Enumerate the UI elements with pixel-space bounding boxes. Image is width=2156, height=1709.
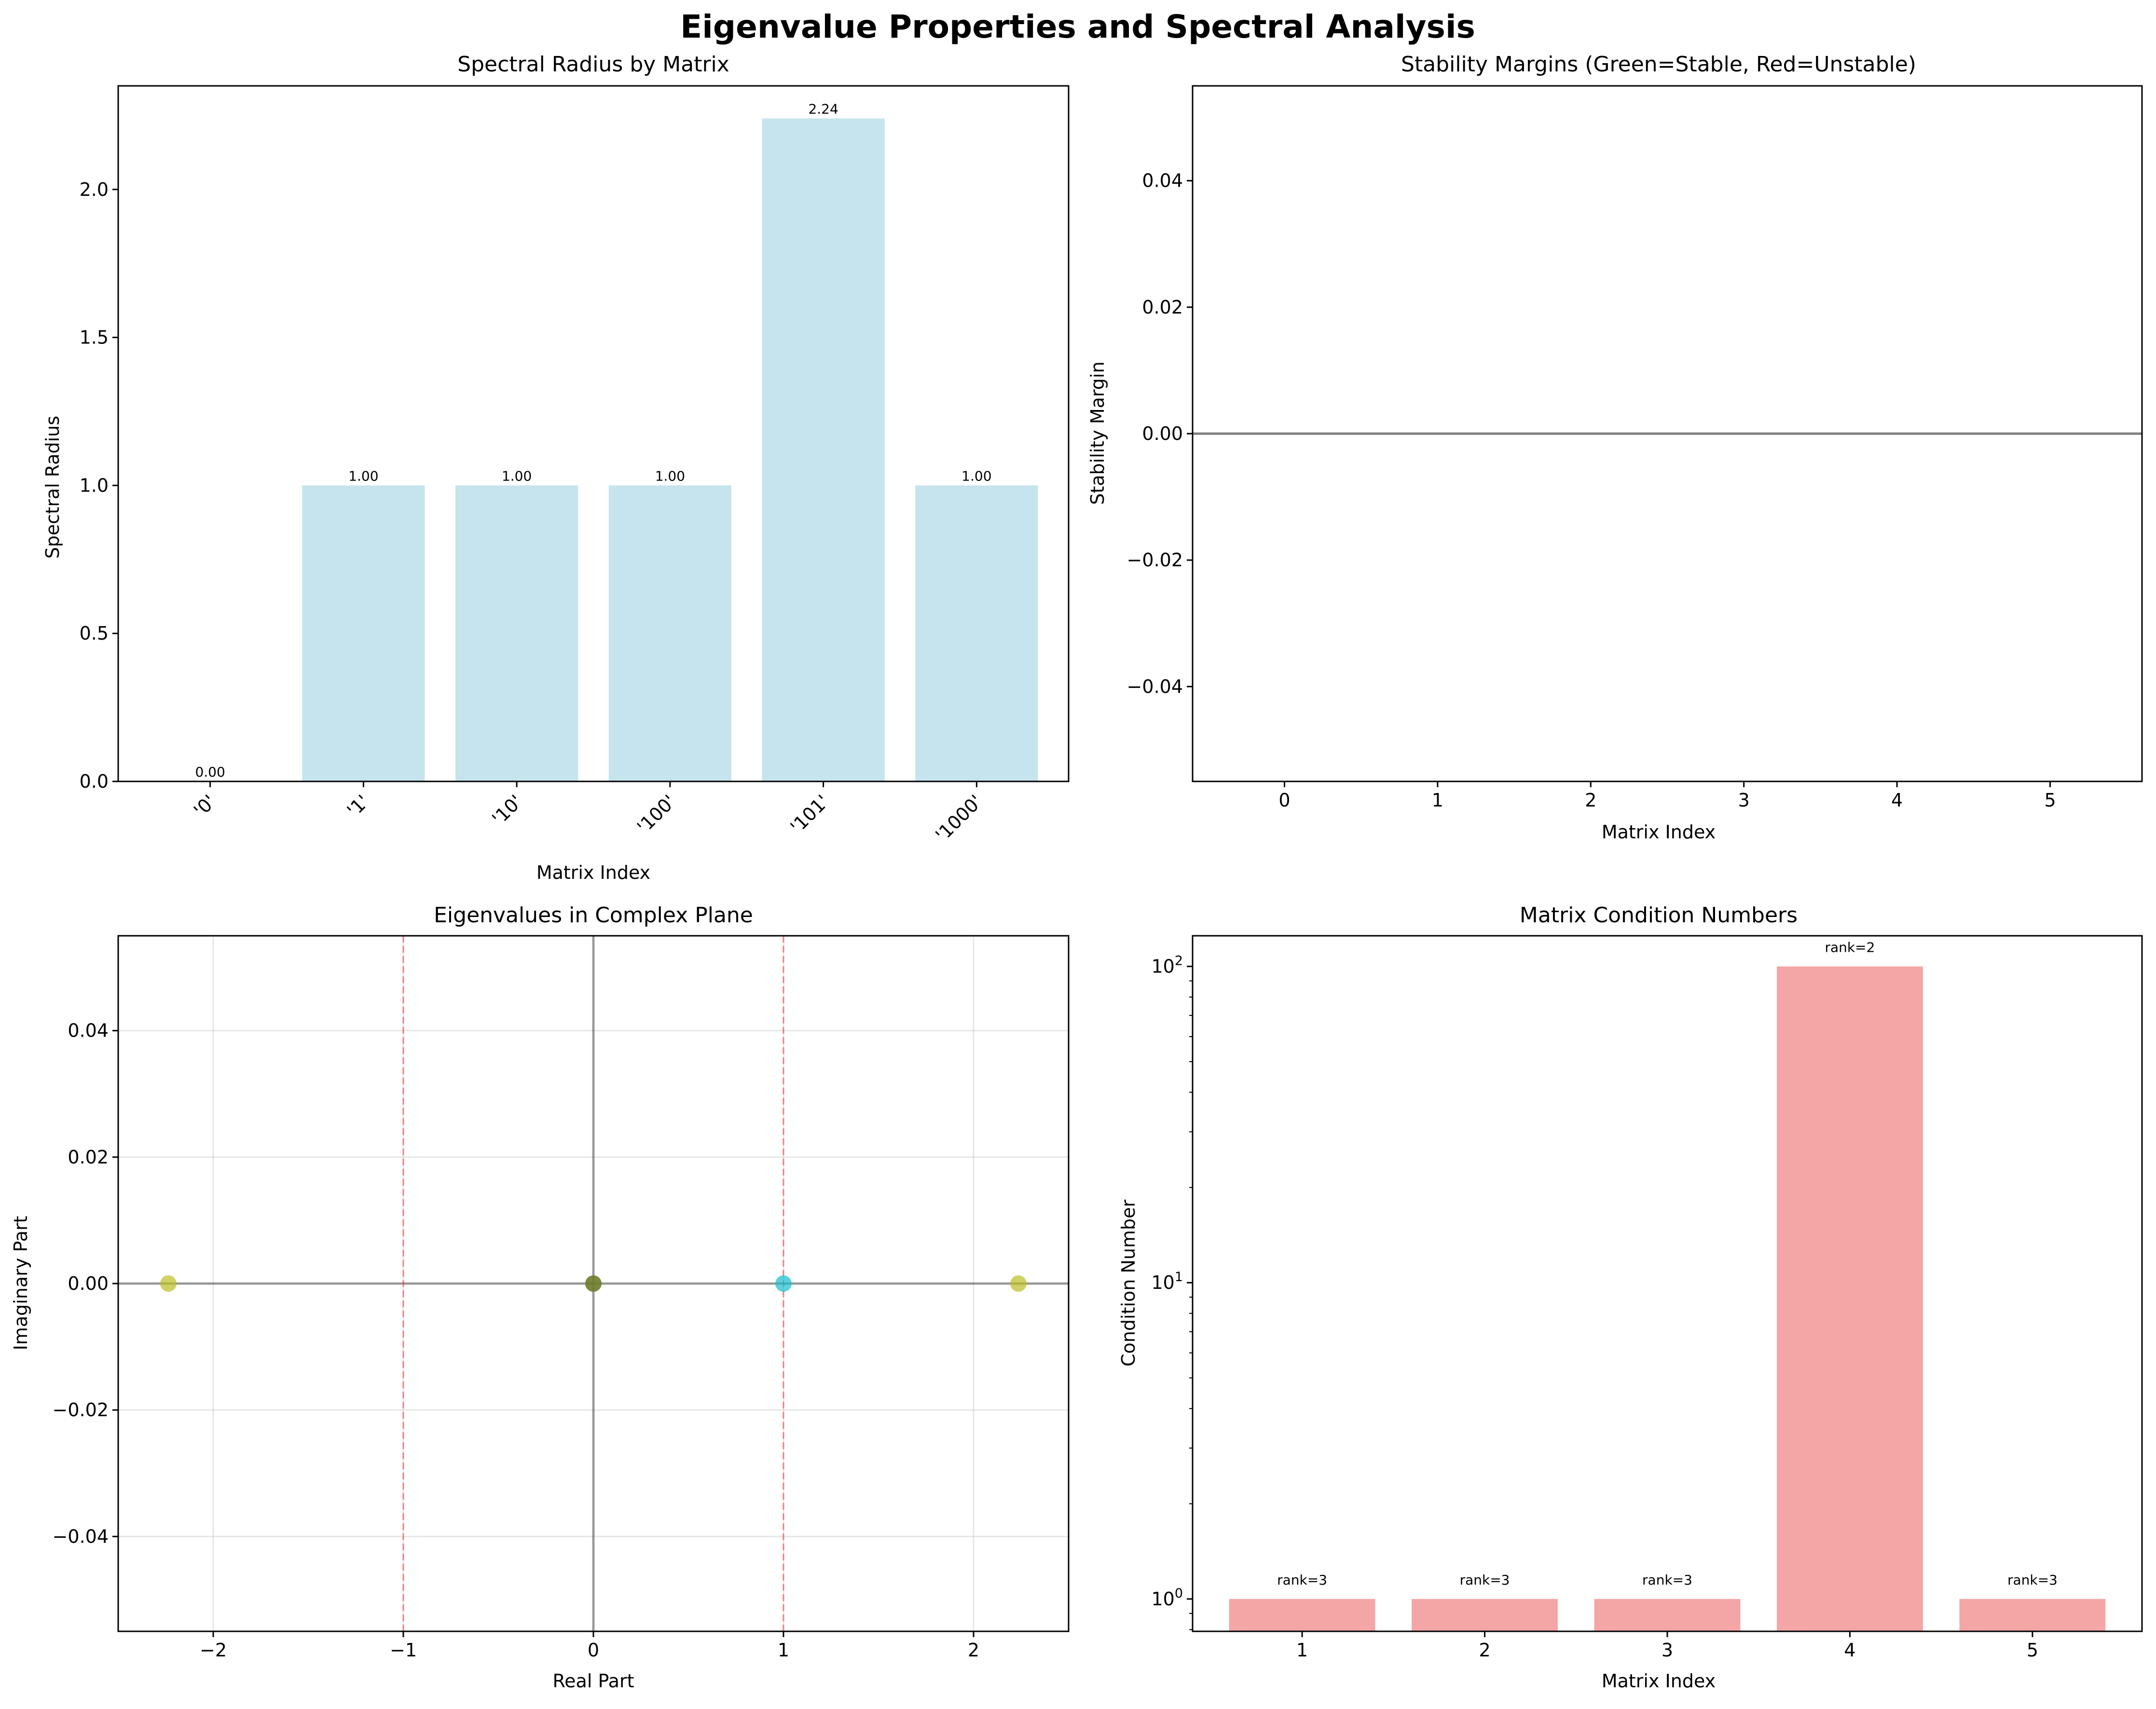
- eigenvalue-point: [585, 1275, 602, 1292]
- spectral-radius-y-tick-label: 1.0: [80, 475, 109, 496]
- spectral-radius-bar: [455, 485, 578, 781]
- spectral-radius-bar-value-label: 0.00: [195, 764, 225, 780]
- eigenvalue-point: [1010, 1275, 1027, 1292]
- spectral-radius-y-tick-label: 0.0: [80, 771, 109, 792]
- spectral-radius-y-tick-label: 2.0: [80, 179, 109, 200]
- spectral-radius-title: Spectral Radius by Matrix: [457, 52, 729, 77]
- condition-number-x-tick-label: 4: [1844, 1640, 1855, 1661]
- spectral-radius-y-axis-label: Spectral Radius: [42, 416, 63, 559]
- figure-title: Eigenvalue Properties and Spectral Analy…: [680, 8, 1475, 45]
- y-tick-exponent: 2: [1175, 954, 1183, 969]
- spectral-radius-plot-frame: [117, 85, 1070, 782]
- y-tick-exponent: 0: [1175, 1586, 1183, 1601]
- stability-x-tick-label: 0: [1278, 790, 1290, 811]
- stability-x-tick-label: 4: [1891, 790, 1903, 811]
- spectral-radius-y-tick-label: 1.5: [80, 327, 109, 348]
- y-tick-base: 10: [1151, 1588, 1174, 1610]
- eigenvalue-point: [775, 1275, 792, 1292]
- spectral-radius-bar: [762, 118, 885, 781]
- condition-number-x-tick-label: 1: [1296, 1640, 1308, 1661]
- complex-plane-y-tick-label: 0.04: [68, 1020, 109, 1041]
- spectral-radius-bar: [608, 485, 731, 781]
- stability-x-tick-label: 1: [1432, 790, 1443, 811]
- condition-number-rank-label: rank=3: [2007, 1572, 2058, 1588]
- complex-plane-plot-frame: [117, 935, 1070, 1632]
- complex-plane-y-tick-label: 0.00: [68, 1273, 109, 1294]
- stability-y-tick-label: −0.04: [1127, 676, 1183, 697]
- spectral-radius-panel: Spectral Radius by Matrix Matrix Index S…: [42, 52, 1070, 883]
- condition-numbers-plot-frame: [1192, 935, 2143, 1632]
- condition-number-x-tick-label: 3: [1662, 1640, 1673, 1661]
- complex-plane-y-tick-label: −0.04: [53, 1526, 109, 1547]
- spectral-radius-bar-value-label: 1.00: [655, 468, 685, 484]
- spectral-radius-x-axis-label: Matrix Index: [536, 862, 650, 883]
- spectral-radius-bar-value-label: 2.24: [808, 101, 838, 117]
- complex-plane-x-tick-label: −2: [200, 1640, 227, 1661]
- condition-number-y-tick-label: 102: [1151, 954, 1183, 977]
- stability-x-tick-label: 5: [2044, 790, 2056, 811]
- condition-number-bar: [1777, 966, 1923, 1631]
- spectral-radius-bar: [915, 485, 1038, 781]
- condition-number-y-tick-label: 101: [1151, 1270, 1183, 1293]
- stability-y-tick-label: −0.02: [1127, 549, 1183, 571]
- stability-y-tick-label: 0.00: [1142, 423, 1183, 444]
- condition-number-x-tick-label: 5: [2027, 1640, 2038, 1661]
- spectral-radius-bar: [302, 485, 425, 781]
- condition-numbers-title: Matrix Condition Numbers: [1520, 903, 1798, 928]
- stability-margins-y-axis-label: Stability Margin: [1087, 361, 1108, 505]
- complex-plane-y-axis-label: Imaginary Part: [10, 1216, 31, 1351]
- complex-plane-panel: Eigenvalues in Complex Plane Real Part I…: [10, 903, 1070, 1692]
- complex-plane-x-tick-label: −1: [390, 1640, 417, 1661]
- spectral-radius-bar-value-label: 1.00: [502, 468, 532, 484]
- y-tick-exponent: 1: [1175, 1270, 1183, 1285]
- spectral-radius-bar-value-label: 1.00: [348, 468, 378, 484]
- complex-plane-x-tick-label: 2: [968, 1640, 979, 1661]
- condition-number-rank-label: rank=3: [1460, 1572, 1510, 1588]
- complex-plane-x-tick-label: 0: [588, 1640, 599, 1661]
- stability-margins-x-axis-label: Matrix Index: [1602, 821, 1716, 843]
- complex-plane-x-axis-label: Real Part: [552, 1670, 634, 1692]
- condition-number-bar: [1959, 1599, 2106, 1631]
- condition-number-bar: [1412, 1599, 1558, 1631]
- stability-plot-frame: [1192, 85, 2143, 782]
- stability-y-tick-label: 0.04: [1142, 170, 1183, 191]
- stability-y-tick-label: 0.02: [1142, 297, 1183, 318]
- complex-plane-title: Eigenvalues in Complex Plane: [434, 903, 753, 928]
- condition-number-rank-label: rank=3: [1642, 1572, 1692, 1588]
- condition-number-rank-label: rank=2: [1825, 940, 1875, 956]
- condition-number-rank-label: rank=3: [1277, 1572, 1327, 1588]
- condition-numbers-panel: Matrix Condition Numbers Matrix Index Co…: [1118, 903, 2143, 1692]
- complex-plane-x-tick-label: 1: [778, 1640, 789, 1661]
- condition-number-x-tick-label: 2: [1479, 1640, 1490, 1661]
- condition-number-bar: [1594, 1599, 1741, 1631]
- stability-margins-title: Stability Margins (Green=Stable, Red=Uns…: [1401, 52, 1916, 77]
- condition-numbers-y-axis-label: Condition Number: [1118, 1200, 1139, 1367]
- spectral-radius-bar-value-label: 1.00: [961, 468, 991, 484]
- complex-plane-y-tick-label: −0.02: [53, 1399, 109, 1421]
- y-tick-base: 10: [1151, 956, 1174, 977]
- complex-plane-y-tick-label: 0.02: [68, 1147, 109, 1168]
- eigenvalue-point: [160, 1275, 177, 1292]
- y-tick-base: 10: [1151, 1272, 1174, 1293]
- stability-x-tick-label: 3: [1738, 790, 1750, 811]
- condition-numbers-x-axis-label: Matrix Index: [1602, 1670, 1716, 1692]
- spectral-radius-y-tick-label: 0.5: [80, 623, 109, 644]
- condition-number-y-tick-label: 100: [1151, 1586, 1183, 1610]
- stability-x-tick-label: 2: [1585, 790, 1596, 811]
- condition-number-bar: [1229, 1599, 1375, 1631]
- stability-margins-panel: Stability Margins (Green=Stable, Red=Uns…: [1087, 52, 2143, 843]
